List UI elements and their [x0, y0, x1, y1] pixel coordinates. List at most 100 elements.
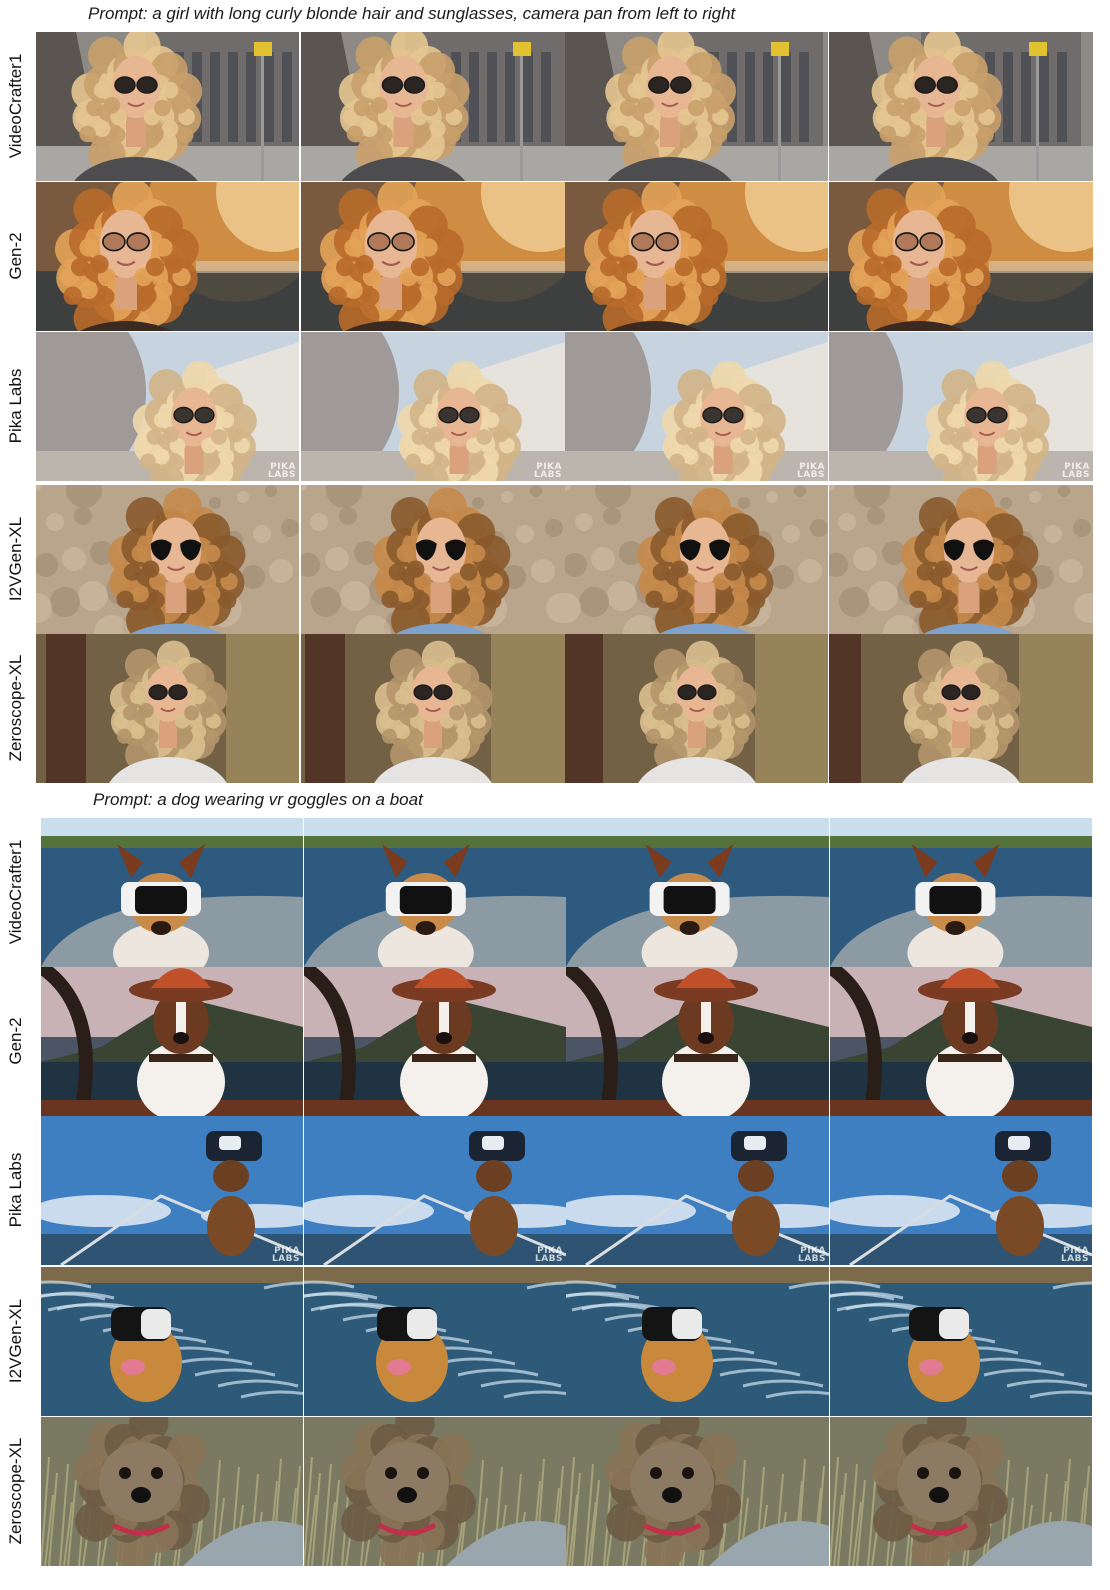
video-frame — [565, 32, 828, 181]
frame-image — [36, 634, 299, 783]
video-frame — [36, 32, 299, 181]
frame-image — [304, 818, 566, 967]
frame-image — [304, 967, 566, 1116]
frame-image — [301, 332, 565, 481]
row-label: I2VGen-XL — [6, 516, 25, 602]
video-frame: PIKA LABS — [829, 332, 1093, 481]
video-frame — [36, 182, 299, 331]
frame-image — [829, 182, 1093, 331]
pika-watermark-logo: PIKA LABS — [267, 462, 296, 480]
video-frame — [36, 634, 299, 783]
frame-image — [36, 485, 299, 634]
frame-image — [41, 967, 303, 1116]
row-label: I2VGen-XL — [6, 1298, 25, 1384]
row-label: Gen-2 — [6, 1017, 25, 1065]
pika-watermark-logo: PIKA LABS — [797, 1246, 826, 1264]
video-frame — [830, 967, 1092, 1116]
video-frame: PIKA LABS — [36, 332, 299, 481]
video-frame — [566, 1417, 829, 1566]
video-frame — [829, 32, 1093, 181]
video-frame: PIKA LABS — [301, 332, 565, 481]
frame-image — [830, 1417, 1092, 1566]
frame-image — [830, 818, 1092, 967]
prompt-caption: Prompt: a girl with long curly blonde ha… — [88, 4, 736, 23]
frame-image — [41, 1116, 303, 1265]
video-frame — [301, 32, 565, 181]
frame-image — [829, 32, 1093, 181]
row-label: Gen-2 — [6, 232, 25, 280]
row-label: Zeroscope-XL — [6, 654, 25, 762]
frame-image — [41, 818, 303, 967]
video-frame — [41, 818, 303, 967]
frame-image — [41, 1417, 303, 1566]
frame-image — [36, 332, 299, 481]
frame-image — [830, 967, 1092, 1116]
frame-image — [565, 332, 828, 481]
video-frame — [301, 485, 565, 634]
pika-watermark-logo: PIKA LABS — [1061, 462, 1090, 480]
video-frame — [304, 967, 566, 1116]
frame-image — [304, 1267, 566, 1416]
video-frame — [301, 634, 565, 783]
video-frame — [830, 1417, 1092, 1566]
row-label: Zeroscope-XL — [6, 1437, 25, 1545]
video-frame — [304, 1267, 566, 1416]
frame-image — [830, 1267, 1092, 1416]
video-frame: PIKA LABS — [565, 332, 828, 481]
prompt-caption: Prompt: a dog wearing vr goggles on a bo… — [93, 790, 423, 809]
frame-image — [566, 1417, 829, 1566]
frame-image — [829, 485, 1093, 634]
video-frame: PIKA LABS — [566, 1116, 829, 1265]
frame-image — [830, 1116, 1092, 1265]
video-frame — [304, 818, 566, 967]
frame-image — [304, 1116, 566, 1265]
video-frame: PIKA LABS — [304, 1116, 566, 1265]
video-frame — [830, 1267, 1092, 1416]
video-frame: PIKA LABS — [41, 1116, 303, 1265]
video-frame — [566, 1267, 829, 1416]
frame-image — [566, 818, 829, 967]
frame-image — [829, 634, 1093, 783]
frame-image — [301, 634, 565, 783]
video-frame: PIKA LABS — [830, 1116, 1092, 1265]
video-frame — [301, 182, 565, 331]
frame-image — [301, 32, 565, 181]
row-label: VideoCrafter1 — [6, 53, 25, 159]
frame-image — [566, 1116, 829, 1265]
row-label: Pika Labs — [6, 1152, 25, 1228]
video-frame — [565, 182, 828, 331]
frame-image — [301, 485, 565, 634]
frame-image — [565, 182, 828, 331]
video-frame — [829, 634, 1093, 783]
video-frame — [565, 485, 828, 634]
frame-image — [41, 1267, 303, 1416]
frame-image — [36, 32, 299, 181]
video-frame — [304, 1417, 566, 1566]
pika-watermark-logo: PIKA LABS — [1060, 1246, 1089, 1264]
video-frame — [36, 485, 299, 634]
row-label: VideoCrafter1 — [6, 839, 25, 945]
frame-image — [304, 1417, 566, 1566]
frame-image — [36, 182, 299, 331]
pika-watermark-logo: PIKA LABS — [271, 1246, 300, 1264]
video-frame — [830, 818, 1092, 967]
video-frame — [829, 182, 1093, 331]
video-frame — [829, 485, 1093, 634]
row-label: Pika Labs — [6, 368, 25, 444]
video-frame — [566, 818, 829, 967]
video-frame — [565, 634, 828, 783]
video-frame — [41, 1417, 303, 1566]
video-frame — [566, 967, 829, 1116]
pika-watermark-logo: PIKA LABS — [534, 1246, 563, 1264]
frame-image — [301, 182, 565, 331]
pika-watermark-logo: PIKA LABS — [533, 462, 562, 480]
frame-image — [566, 967, 829, 1116]
pika-watermark-logo: PIKA LABS — [796, 462, 825, 480]
video-frame — [41, 1267, 303, 1416]
frame-image — [566, 1267, 829, 1416]
video-frame — [41, 967, 303, 1116]
frame-image — [565, 634, 828, 783]
frame-image — [829, 332, 1093, 481]
frame-image — [565, 32, 828, 181]
frame-image — [565, 485, 828, 634]
